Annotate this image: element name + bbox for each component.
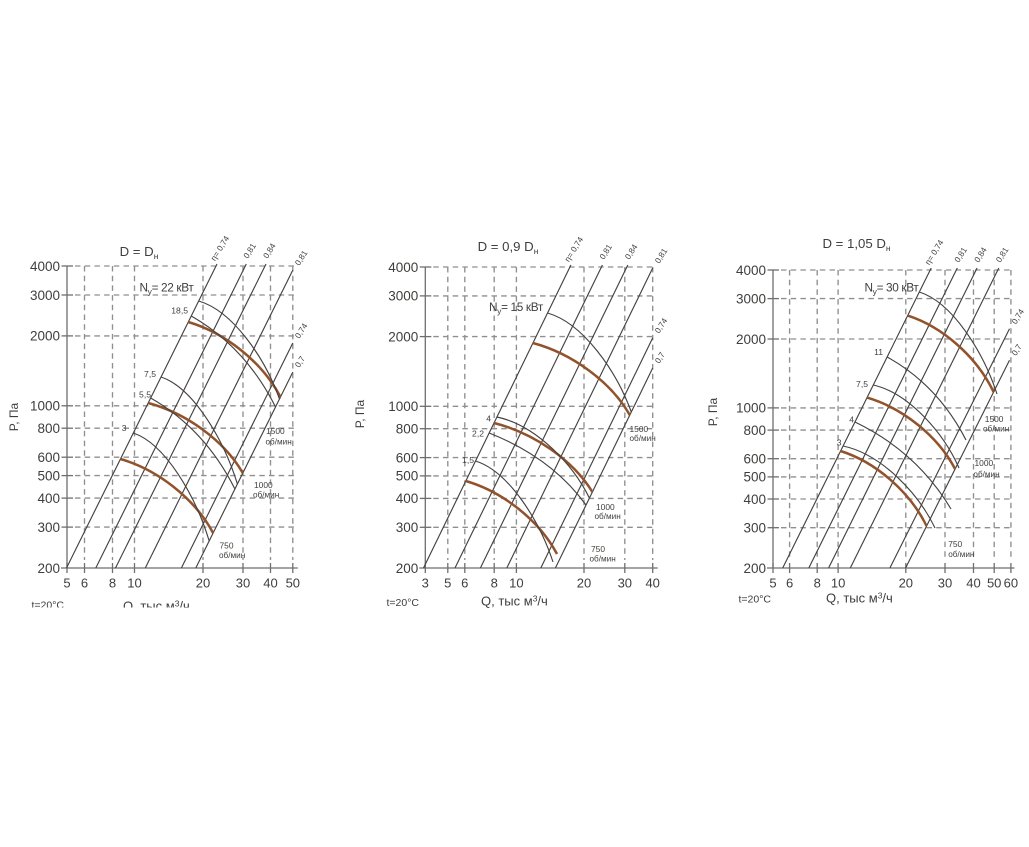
svg-text:3000: 3000 [30, 288, 60, 303]
svg-text:Q, тыс м3/ч: Q, тыс м3/ч [481, 594, 548, 609]
svg-text:D = Dн: D = Dн [120, 244, 159, 261]
svg-text:800: 800 [37, 421, 60, 436]
svg-text:10: 10 [509, 576, 523, 591]
svg-text:750: 750 [948, 539, 962, 549]
svg-text:3000: 3000 [736, 291, 766, 306]
svg-text:Nу= 15 кВт: Nу= 15 кВт [489, 300, 544, 316]
svg-text:1000: 1000 [30, 399, 60, 414]
svg-text:4: 4 [486, 414, 491, 424]
svg-text:2,2: 2,2 [472, 429, 484, 439]
svg-text:800: 800 [743, 423, 766, 438]
svg-text:6: 6 [786, 576, 793, 591]
svg-text:1500: 1500 [266, 426, 285, 436]
svg-text:1000: 1000 [254, 480, 273, 490]
svg-text:500: 500 [37, 468, 60, 483]
svg-text:750: 750 [220, 541, 234, 551]
svg-text:8: 8 [814, 576, 821, 591]
svg-text:800: 800 [396, 422, 419, 437]
svg-text:3: 3 [122, 423, 127, 433]
svg-text:Q, тыс м3/ч: Q, тыс м3/ч [826, 591, 893, 606]
svg-text:60: 60 [1004, 576, 1018, 591]
svg-text:10: 10 [127, 576, 141, 591]
svg-text:3: 3 [422, 576, 429, 591]
svg-text:30: 30 [618, 576, 632, 591]
svg-text:D = 0,9 Dн: D = 0,9 Dн [478, 239, 539, 256]
svg-text:об/мин: об/мин [590, 555, 616, 564]
svg-text:20: 20 [577, 576, 591, 591]
svg-text:300: 300 [37, 520, 60, 535]
svg-text:40: 40 [966, 576, 980, 591]
svg-text:400: 400 [37, 491, 60, 506]
svg-text:об/мин: об/мин [630, 434, 656, 443]
svg-text:5: 5 [63, 576, 70, 591]
svg-text:об/мин: об/мин [253, 491, 279, 500]
svg-text:200: 200 [743, 561, 766, 576]
svg-text:3000: 3000 [388, 289, 418, 304]
svg-text:6: 6 [461, 576, 468, 591]
svg-text:300: 300 [396, 520, 419, 535]
svg-text:600: 600 [37, 450, 60, 465]
svg-text:4: 4 [849, 415, 854, 425]
svg-text:t=20°C: t=20°C [739, 594, 772, 606]
svg-text:3: 3 [837, 438, 842, 448]
svg-text:P, Па: P, Па [706, 397, 720, 426]
svg-text:200: 200 [37, 561, 60, 576]
svg-text:40: 40 [645, 576, 659, 591]
svg-text:4000: 4000 [388, 260, 418, 275]
svg-text:6: 6 [81, 576, 88, 591]
svg-text:400: 400 [743, 492, 766, 507]
svg-text:8: 8 [109, 576, 116, 591]
svg-text:600: 600 [743, 452, 766, 467]
svg-text:50: 50 [987, 576, 1001, 591]
svg-text:30: 30 [236, 576, 250, 591]
svg-text:об/мин: об/мин [983, 425, 1009, 434]
svg-text:50: 50 [286, 576, 300, 591]
svg-text:D = 1,05 Dн: D = 1,05 Dн [822, 236, 890, 253]
svg-text:10: 10 [831, 576, 845, 591]
svg-text:об/мин: об/мин [219, 551, 245, 560]
svg-text:2000: 2000 [736, 332, 766, 347]
svg-text:1500: 1500 [630, 424, 649, 434]
svg-text:об/мин: об/мин [973, 470, 999, 479]
svg-text:5: 5 [769, 576, 776, 591]
svg-text:1000: 1000 [736, 401, 766, 416]
svg-text:об/мин: об/мин [266, 438, 292, 447]
svg-text:1000: 1000 [388, 399, 418, 414]
svg-text:2000: 2000 [30, 329, 60, 344]
svg-text:750: 750 [591, 544, 605, 554]
svg-text:7,5: 7,5 [144, 369, 156, 379]
svg-text:P, Па: P, Па [353, 399, 367, 428]
svg-text:1500: 1500 [985, 414, 1004, 424]
svg-text:200: 200 [396, 561, 419, 576]
svg-text:300: 300 [743, 521, 766, 536]
svg-text:4000: 4000 [30, 259, 60, 274]
svg-text:40: 40 [263, 576, 277, 591]
svg-text:500: 500 [743, 470, 766, 485]
svg-text:1000: 1000 [596, 502, 615, 512]
svg-text:4000: 4000 [736, 263, 766, 278]
svg-text:5: 5 [444, 576, 451, 591]
svg-text:400: 400 [396, 491, 419, 506]
svg-text:500: 500 [396, 469, 419, 484]
svg-text:t=20°C: t=20°C [387, 597, 420, 609]
svg-text:P, Па: P, Па [7, 402, 21, 431]
svg-text:8: 8 [491, 576, 498, 591]
svg-text:20: 20 [899, 576, 913, 591]
svg-text:Nу= 22 кВт: Nу= 22 кВт [140, 281, 195, 297]
svg-text:2000: 2000 [388, 329, 418, 344]
svg-text:20: 20 [196, 576, 210, 591]
svg-text:600: 600 [396, 450, 419, 465]
svg-text:об/мин: об/мин [595, 512, 621, 521]
svg-text:1,5: 1,5 [462, 455, 474, 465]
svg-text:1000: 1000 [975, 458, 994, 468]
svg-text:5,5: 5,5 [139, 390, 151, 400]
svg-text:11: 11 [874, 347, 883, 357]
svg-text:18,5: 18,5 [171, 306, 188, 316]
svg-text:7,5: 7,5 [856, 379, 868, 389]
svg-text:30: 30 [938, 576, 952, 591]
svg-text:Nу= 30 кВт: Nу= 30 кВт [865, 281, 920, 297]
svg-text:об/мин: об/мин [948, 550, 974, 559]
